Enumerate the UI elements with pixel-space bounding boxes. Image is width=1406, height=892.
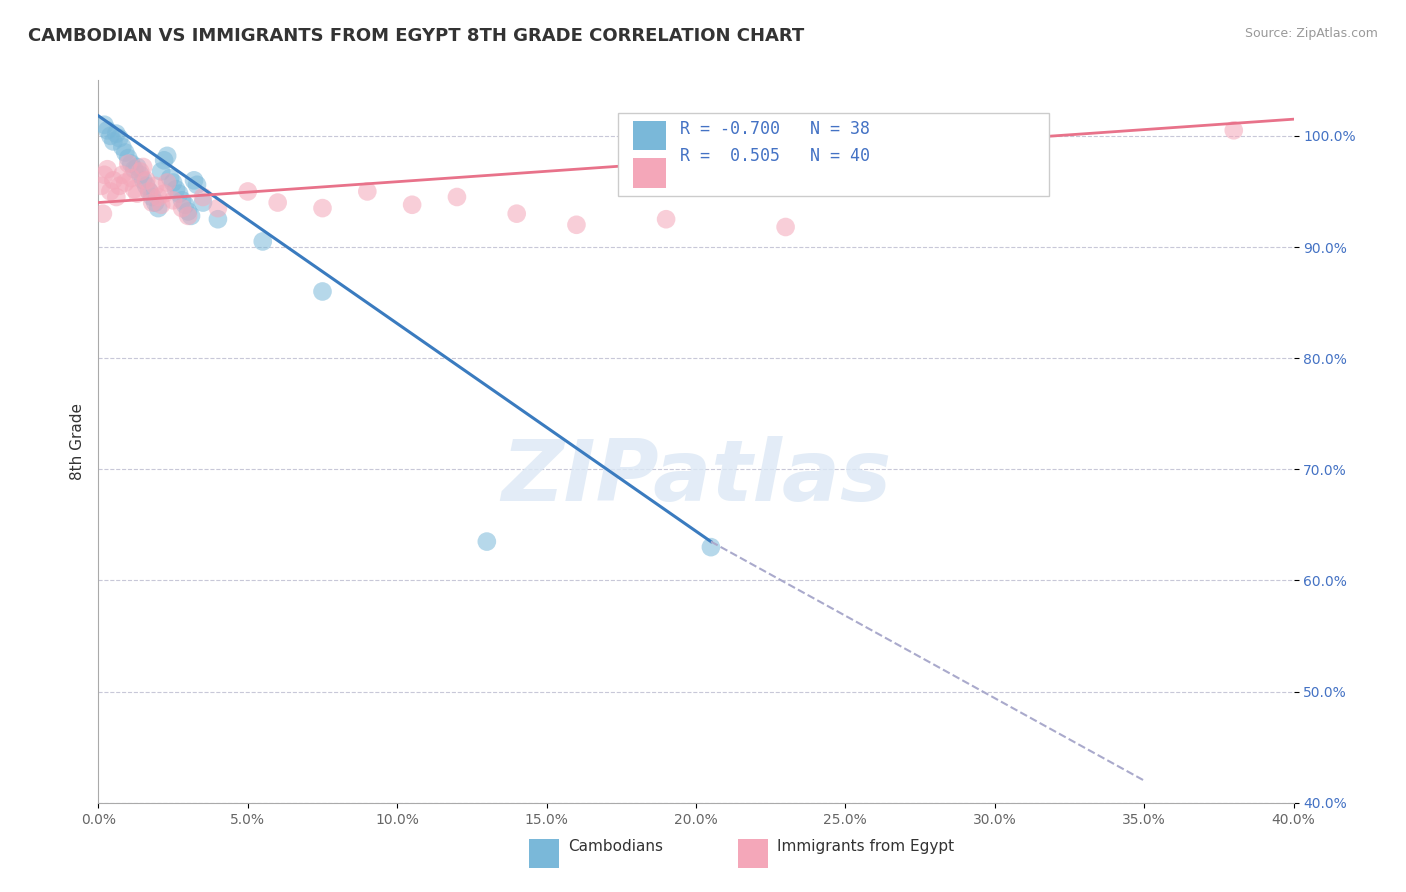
Text: Cambodians: Cambodians xyxy=(568,838,664,854)
Point xyxy=(153,186,176,201)
Point xyxy=(165,182,187,196)
Point xyxy=(177,204,200,219)
Point xyxy=(159,171,181,186)
Point xyxy=(108,131,131,145)
Point xyxy=(148,201,170,215)
Point xyxy=(153,153,176,168)
Text: ZIPatlas: ZIPatlas xyxy=(501,436,891,519)
Point xyxy=(103,173,125,187)
Point xyxy=(105,127,128,141)
Point xyxy=(135,178,157,193)
Point xyxy=(132,173,155,187)
Point xyxy=(174,198,197,212)
Point xyxy=(111,140,134,154)
Bar xyxy=(738,838,768,868)
Point xyxy=(108,178,131,193)
Point xyxy=(162,194,184,208)
Point xyxy=(148,190,170,204)
Point xyxy=(127,160,149,174)
Point xyxy=(129,168,152,182)
Point xyxy=(120,171,142,186)
Point xyxy=(127,186,149,201)
Bar xyxy=(633,159,666,187)
Text: Source: ZipAtlas.com: Source: ZipAtlas.com xyxy=(1244,27,1378,40)
Point xyxy=(103,135,125,149)
Point xyxy=(207,212,229,227)
Point xyxy=(267,195,290,210)
Point xyxy=(191,195,214,210)
Y-axis label: 8th Grade: 8th Grade xyxy=(69,403,84,480)
Point xyxy=(311,201,333,215)
Point xyxy=(172,194,194,208)
Point xyxy=(93,118,115,132)
Point xyxy=(655,212,678,227)
Point xyxy=(90,178,112,193)
Point xyxy=(114,176,136,190)
Point xyxy=(91,207,114,221)
Point xyxy=(156,176,179,190)
Point xyxy=(356,185,378,199)
Text: R = -0.700   N = 38: R = -0.700 N = 38 xyxy=(681,120,870,138)
Point xyxy=(124,162,146,177)
Point xyxy=(236,185,259,199)
Point xyxy=(93,168,115,182)
Point xyxy=(120,156,142,170)
Point xyxy=(177,209,200,223)
Point xyxy=(114,145,136,160)
FancyBboxPatch shape xyxy=(619,112,1049,196)
Point xyxy=(565,218,588,232)
Text: CAMBODIAN VS IMMIGRANTS FROM EGYPT 8TH GRADE CORRELATION CHART: CAMBODIAN VS IMMIGRANTS FROM EGYPT 8TH G… xyxy=(28,27,804,45)
Point xyxy=(506,207,529,221)
Point xyxy=(143,195,166,210)
Point xyxy=(167,186,190,201)
Point xyxy=(96,162,118,177)
Text: R =  0.505   N = 40: R = 0.505 N = 40 xyxy=(681,147,870,165)
Point xyxy=(105,190,128,204)
Point xyxy=(117,156,139,170)
Point xyxy=(129,164,152,178)
Point xyxy=(150,164,173,178)
Point xyxy=(446,190,468,204)
Point xyxy=(183,173,205,187)
Point xyxy=(150,198,173,212)
Point xyxy=(98,128,122,143)
Point xyxy=(138,185,160,199)
Point xyxy=(162,176,184,190)
Point xyxy=(98,185,122,199)
Point xyxy=(111,168,134,182)
Point xyxy=(1223,123,1246,137)
Point xyxy=(141,190,163,204)
Point xyxy=(252,235,274,249)
Point xyxy=(138,185,160,199)
Point xyxy=(180,209,202,223)
Point xyxy=(191,190,214,204)
Point xyxy=(700,540,723,554)
Text: Immigrants from Egypt: Immigrants from Egypt xyxy=(778,838,955,854)
Point xyxy=(141,195,163,210)
Point xyxy=(775,219,797,234)
Point xyxy=(135,173,157,187)
Point xyxy=(124,182,146,196)
Bar xyxy=(529,838,558,868)
Bar xyxy=(633,121,666,150)
Point xyxy=(117,151,139,165)
Point xyxy=(401,198,423,212)
Point xyxy=(172,201,194,215)
Point xyxy=(475,534,498,549)
Point xyxy=(143,178,166,193)
Point xyxy=(207,201,229,215)
Point xyxy=(156,149,179,163)
Point xyxy=(186,178,208,192)
Point xyxy=(311,285,333,299)
Point xyxy=(96,123,118,137)
Point xyxy=(132,160,155,174)
